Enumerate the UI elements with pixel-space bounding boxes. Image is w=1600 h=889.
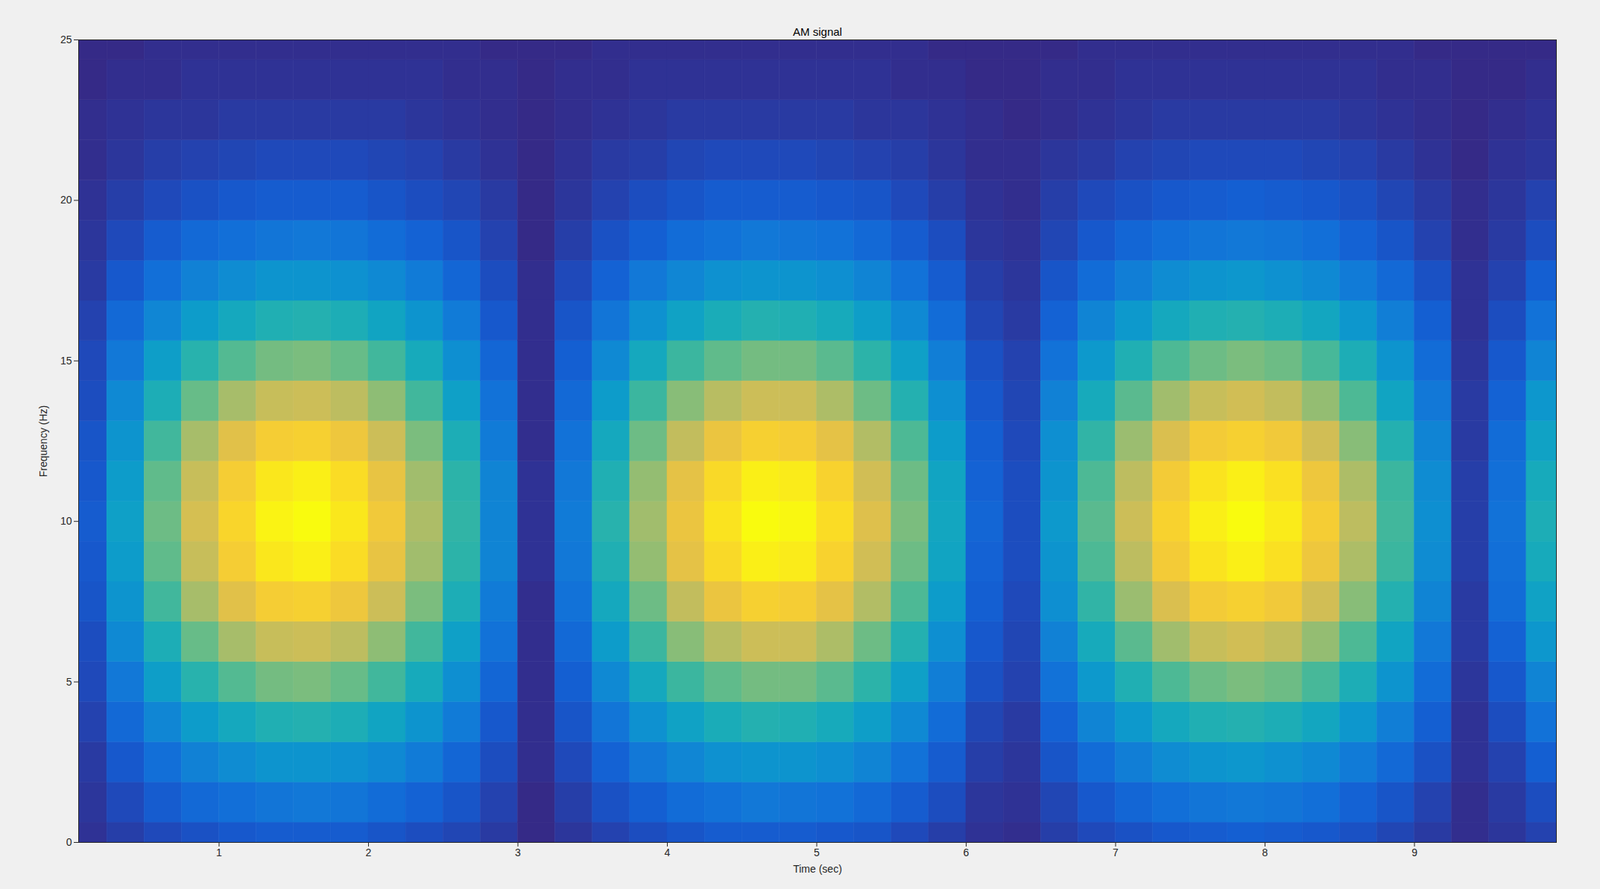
svg-text:AM signal: AM signal <box>792 25 843 39</box>
svg-text:9: 9 <box>1411 846 1418 859</box>
svg-text:7: 7 <box>1112 846 1119 859</box>
svg-text:10: 10 <box>60 514 73 527</box>
svg-text:15: 15 <box>60 354 73 367</box>
svg-text:2: 2 <box>365 846 372 859</box>
svg-text:5: 5 <box>66 675 73 688</box>
svg-text:6: 6 <box>963 846 970 859</box>
svg-text:3: 3 <box>514 846 521 859</box>
svg-text:20: 20 <box>60 193 73 206</box>
svg-text:1: 1 <box>216 846 223 859</box>
svg-text:Time (sec): Time (sec) <box>792 862 843 875</box>
svg-text:25: 25 <box>60 33 73 46</box>
svg-text:Frequency (Hz): Frequency (Hz) <box>37 405 50 477</box>
svg-text:8: 8 <box>1262 846 1269 859</box>
svg-text:5: 5 <box>813 846 820 859</box>
svg-text:4: 4 <box>664 846 671 859</box>
svg-text:0: 0 <box>66 836 73 849</box>
